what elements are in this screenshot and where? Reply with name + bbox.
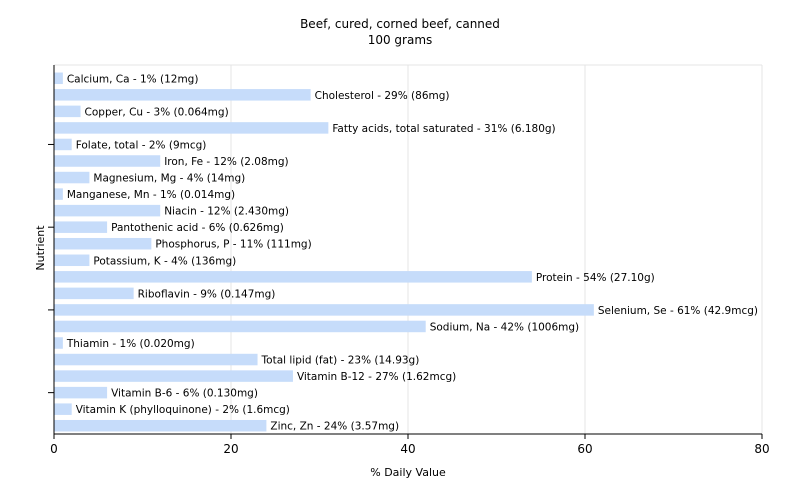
- data-label: Vitamin K (phylloquinone) - 2% (1.6mcg): [76, 404, 290, 416]
- bar: [54, 419, 267, 432]
- x-tick-label: 60: [577, 442, 592, 456]
- data-label: Copper, Cu - 3% (0.064mg): [85, 106, 229, 118]
- data-label: Folate, total - 2% (9mcg): [76, 139, 207, 151]
- bar: [54, 237, 152, 250]
- data-label: Calcium, Ca - 1% (12mg): [67, 73, 199, 85]
- x-axis-label: % Daily Value: [370, 466, 446, 479]
- data-label: Selenium, Se - 61% (42.9mcg): [598, 305, 758, 317]
- data-label: Pantothenic acid - 6% (0.626mg): [111, 222, 284, 234]
- bars: [54, 72, 594, 432]
- bar: [54, 353, 258, 366]
- chart-subtitle: 100 grams: [368, 33, 433, 47]
- bar: [54, 105, 81, 118]
- data-label: Sodium, Na - 42% (1006mg): [430, 321, 579, 333]
- data-label: Fatty acids, total saturated - 31% (6.18…: [332, 123, 555, 135]
- x-tick-label: 20: [223, 442, 238, 456]
- data-label: Manganese, Mn - 1% (0.014mg): [67, 189, 235, 201]
- bar: [54, 204, 161, 217]
- data-label: Magnesium, Mg - 4% (14mg): [93, 173, 245, 185]
- x-tick-label: 40: [400, 442, 415, 456]
- bar: [54, 122, 329, 134]
- y-axis-label: Nutrient: [34, 225, 47, 271]
- bar: [54, 287, 134, 300]
- data-label: Vitamin B-6 - 6% (0.130mg): [111, 388, 258, 400]
- bar: [54, 320, 426, 333]
- data-label: Thiamin - 1% (0.020mg): [66, 338, 195, 350]
- data-label: Niacin - 12% (2.430mg): [164, 206, 289, 218]
- bar: [54, 370, 293, 382]
- data-label: Phosphorus, P - 11% (111mg): [155, 239, 311, 251]
- bar: [54, 271, 532, 283]
- bar: [54, 89, 311, 101]
- data-label: Riboflavin - 9% (0.147mg): [138, 288, 276, 300]
- bar: [54, 72, 63, 85]
- data-labels: Calcium, Ca - 1% (12mg) Cholesterol - 29%…: [66, 73, 758, 432]
- bar: [54, 304, 594, 316]
- bar: [54, 171, 90, 184]
- chart-title: Beef, cured, corned beef, canned: [300, 17, 500, 31]
- axes: 0 20 40 60 80: [48, 65, 770, 456]
- x-tick-label: 0: [50, 442, 58, 456]
- data-label: Vitamin B-12 - 27% (1.62mcg): [297, 371, 456, 383]
- bar: [54, 386, 108, 399]
- bar: [54, 138, 72, 151]
- bar: [54, 221, 108, 233]
- bar: [54, 155, 161, 167]
- data-label: Iron, Fe - 12% (2.08mg): [164, 156, 288, 168]
- data-label: Potassium, K - 4% (136mg): [93, 255, 236, 267]
- data-label: Total lipid (fat) - 23% (14.93g): [261, 355, 420, 367]
- bar: [54, 188, 63, 200]
- x-tick-label: 80: [754, 442, 769, 456]
- bar: [54, 337, 63, 349]
- data-label: Zinc, Zn - 24% (3.57mg): [270, 421, 399, 433]
- data-label: Protein - 54% (27.10g): [536, 272, 655, 284]
- bar: [54, 254, 90, 267]
- data-label: Cholesterol - 29% (86mg): [315, 90, 450, 102]
- bar: [54, 403, 72, 415]
